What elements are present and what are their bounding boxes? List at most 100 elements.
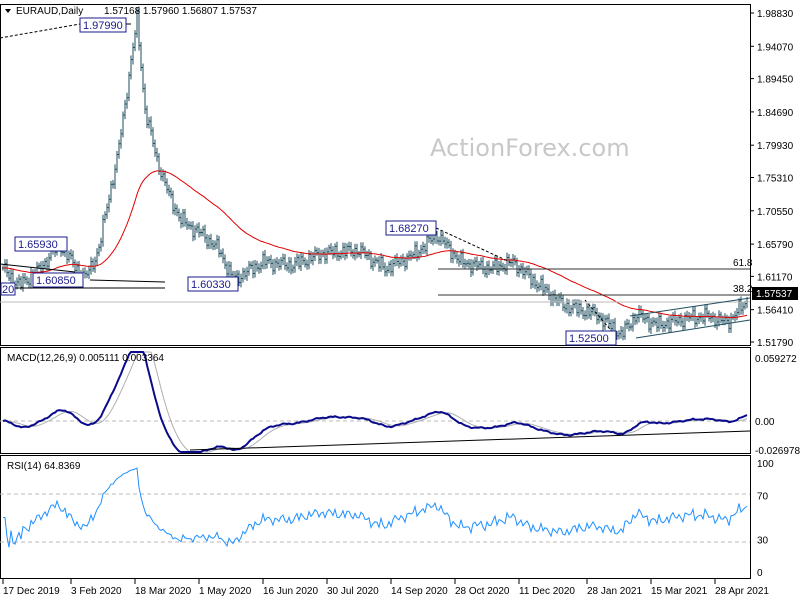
moving-average-line — [2, 170, 748, 319]
price-bar — [272, 259, 274, 276]
price-bar — [542, 274, 544, 296]
price-bar — [644, 313, 646, 324]
price-bar — [94, 256, 96, 273]
price-tick-label: 1.56410 — [757, 306, 794, 317]
price-bar — [564, 303, 566, 313]
annotations: 61.8 38.2 1.97990 1.65930 1.60850 1.6033… — [0, 17, 753, 346]
price-bar — [650, 318, 652, 334]
price-bar — [390, 259, 392, 277]
price-bar — [346, 243, 348, 259]
price-bar — [618, 330, 620, 340]
price-bar — [656, 317, 658, 333]
price-bar — [98, 243, 100, 257]
price-bar — [130, 55, 132, 80]
price-bar — [422, 241, 424, 255]
rsi-tick-label: 100 — [757, 459, 774, 470]
price-bar — [326, 247, 328, 264]
label-low-3: 1.52500 — [569, 333, 609, 345]
price-bar — [336, 241, 338, 261]
price-bar — [488, 260, 490, 275]
price-bar — [202, 225, 204, 237]
price-bar — [458, 254, 460, 267]
price-bar — [338, 251, 340, 262]
price-bar — [120, 129, 122, 149]
price-bar — [126, 92, 128, 109]
time-tick-label: 1 May 2020 — [199, 586, 252, 597]
price-bar — [448, 239, 450, 249]
price-bar — [112, 179, 114, 189]
price-bar — [46, 256, 48, 271]
trendline-dashed-low — [584, 299, 616, 336]
price-bar — [490, 266, 492, 274]
price-bar — [464, 258, 466, 269]
price-bar — [174, 203, 176, 216]
price-bar — [254, 260, 256, 278]
price-bar — [238, 270, 240, 287]
price-bar — [388, 261, 390, 274]
collapse-triangle-icon[interactable] — [5, 9, 11, 13]
price-panel[interactable] — [0, 4, 751, 346]
macd-tick-label: -0.026978 — [755, 446, 800, 457]
price-bar — [636, 314, 638, 325]
price-bar — [664, 321, 666, 332]
price-bar — [430, 235, 432, 245]
rsi-line — [3, 467, 748, 548]
price-bar — [604, 314, 606, 330]
label-low-2: 1.60330 — [191, 279, 231, 291]
price-bar — [330, 243, 332, 256]
channel-lower — [635, 319, 751, 339]
price-bar — [116, 151, 118, 173]
price-bar — [128, 71, 130, 102]
price-bar — [416, 241, 418, 262]
price-bar — [348, 241, 350, 252]
macd-panel[interactable] — [0, 347, 751, 454]
price-bar — [136, 7, 138, 38]
price-tick-label: 1.61170 — [757, 272, 793, 283]
price-bar — [738, 298, 740, 316]
price-bar — [182, 208, 184, 228]
time-tick-label: 28 Jan 2021 — [587, 586, 642, 597]
price-bar — [280, 256, 282, 270]
price-bar — [172, 190, 174, 215]
price-tick-label: 1.98830 — [757, 9, 794, 20]
price-bar — [432, 234, 434, 246]
price-bar — [496, 256, 498, 276]
price-bar — [512, 254, 514, 268]
price-bar — [562, 294, 564, 312]
price-bar — [584, 310, 586, 321]
price-bar — [574, 299, 576, 309]
price-bar — [290, 257, 292, 275]
price-bar — [704, 304, 706, 326]
price-bar — [602, 313, 604, 331]
price-bar — [180, 212, 182, 229]
price-bar — [418, 249, 420, 260]
price-bar — [246, 266, 248, 281]
price-bar — [438, 236, 440, 246]
price-bar — [468, 258, 470, 269]
price-bar — [226, 261, 228, 278]
time-tick-label: 3 Feb 2020 — [71, 586, 122, 597]
trendline-dashed-down — [435, 227, 511, 263]
time-tick-label: 17 Dec 2019 — [3, 586, 60, 597]
price-bar — [244, 268, 246, 280]
price-bar — [622, 326, 624, 341]
price-bar — [114, 164, 116, 189]
rsi-tick-label: 0 — [757, 568, 763, 579]
price-bar — [620, 326, 622, 339]
price-bar — [520, 263, 522, 274]
price-bar — [380, 253, 382, 272]
label-high-2: 1.65930 — [18, 239, 58, 251]
price-tick-label: 1.84690 — [757, 108, 794, 119]
price-bar — [206, 233, 208, 250]
price-bar — [386, 265, 388, 277]
rsi-panel[interactable] — [0, 455, 751, 579]
price-bar — [362, 242, 364, 254]
price-bar — [494, 255, 496, 270]
price-bar — [652, 316, 654, 328]
price-bar — [366, 250, 368, 261]
price-bar — [224, 254, 226, 270]
price-bar — [502, 262, 504, 272]
price-axis: 1.98830 1.94070 1.89450 1.84690 1.79930 1.753… — [750, 9, 794, 349]
current-price-value: 1.57537 — [756, 289, 793, 300]
